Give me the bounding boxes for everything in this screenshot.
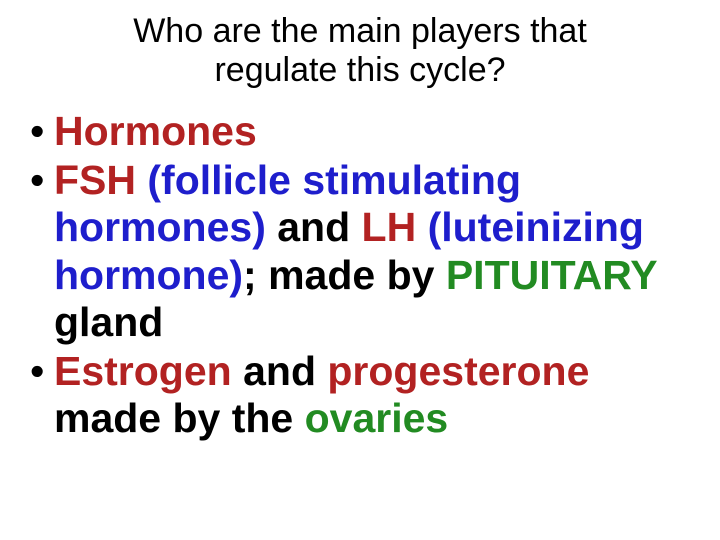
bullet-span: gland <box>54 299 163 345</box>
bullet-list: HormonesFSH (follicle stimulating hormon… <box>28 108 692 442</box>
bullet-span: FSH <box>54 157 147 203</box>
bullet-item: Hormones <box>28 108 692 155</box>
bullet-span: Estrogen <box>54 348 243 394</box>
bullet-item: FSH (follicle stimulating hormones) and … <box>28 157 692 346</box>
bullet-span: LH <box>362 204 428 250</box>
slide-title: Who are the main players that regulate t… <box>28 12 692 90</box>
bullet-item: Estrogen and progesterone made by the ov… <box>28 348 692 442</box>
bullet-span: and <box>243 348 327 394</box>
title-line-2: regulate this cycle? <box>214 51 505 89</box>
bullet-span: PITUITARY <box>446 252 657 298</box>
bullet-span: ovaries <box>305 395 449 441</box>
bullet-span: ; made by <box>243 252 446 298</box>
title-line-1: Who are the main players that <box>133 12 587 50</box>
bullet-span: and <box>266 204 362 250</box>
bullet-span: progesterone <box>327 348 589 394</box>
bullet-span: made by the <box>54 395 305 441</box>
bullet-span: Hormones <box>54 108 257 154</box>
